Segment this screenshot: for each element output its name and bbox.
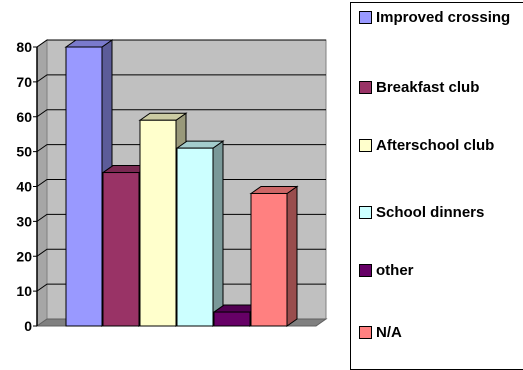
legend-swatch (359, 326, 372, 339)
y-tick-label: 50 (16, 144, 32, 160)
gridline (36, 74, 326, 83)
chart-plot: 0 10 20 30 40 50 60 70 80 (16, 39, 328, 334)
y-tick-label: 30 (16, 213, 32, 229)
gridline (36, 283, 326, 292)
legend-label: other (376, 262, 414, 279)
bar-side (212, 140, 224, 327)
legend: Improved crossing Breakfast club Afterscho… (350, 2, 523, 370)
gridline (36, 179, 326, 187)
gridline (36, 109, 326, 118)
bar-front (139, 119, 177, 327)
bar-front (176, 147, 214, 327)
bars (64, 39, 299, 327)
legend-label: N/A (376, 324, 402, 341)
legend-swatch (359, 81, 372, 94)
bar-front (213, 311, 251, 327)
gridline (36, 39, 326, 48)
bar-school-dinners (175, 140, 225, 327)
y-tick-label: 40 (16, 179, 32, 195)
gridline (36, 248, 326, 257)
gridline (36, 144, 326, 153)
legend-swatch (359, 264, 372, 277)
legend-item: N/A (359, 323, 523, 343)
legend-item: Breakfast club (359, 78, 523, 98)
y-tick-label: 20 (16, 248, 32, 264)
gridline (36, 213, 326, 222)
legend-label: Improved crossing (376, 9, 511, 26)
y-tick-label: 0 (24, 318, 32, 334)
y-tick-label: 10 (16, 283, 32, 299)
legend-swatch (359, 11, 372, 24)
legend-item: Afterschool club (359, 136, 523, 156)
y-tick-label: 60 (16, 109, 32, 125)
legend-item: School dinners (359, 203, 523, 223)
y-tick-label: 70 (16, 74, 32, 90)
legend-label: Afterschool club (376, 137, 495, 154)
y-tick-label: 80 (16, 39, 32, 55)
legend-item: Improved crossing (359, 8, 523, 28)
legend-label: Breakfast club (376, 79, 480, 96)
legend-item: other (359, 261, 523, 281)
bar-front (250, 192, 288, 327)
legend-swatch (359, 206, 372, 219)
bar-n-a (249, 185, 299, 327)
bar-side (286, 185, 298, 327)
axes: 0 10 20 30 40 50 60 70 80 (16, 39, 38, 334)
bar-front (65, 46, 103, 327)
legend-label: School dinners (376, 204, 485, 221)
legend-swatch (359, 139, 372, 152)
bar-front (102, 172, 140, 327)
